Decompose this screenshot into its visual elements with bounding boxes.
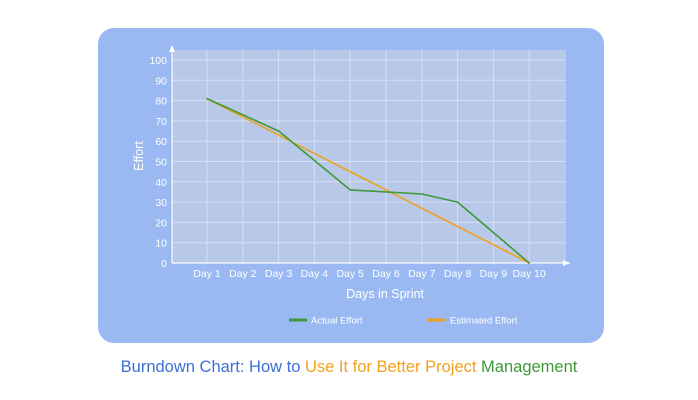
x-tick-label: Day 6 [372, 268, 400, 280]
y-axis-arrow [169, 45, 175, 52]
x-tick-label: Day 8 [444, 268, 472, 280]
legend: Actual Effort Estimated Effort [289, 316, 518, 327]
y-tick-label: 80 [155, 96, 167, 108]
axes [169, 45, 570, 266]
y-tick-label: 90 [155, 75, 167, 87]
y-tick-label: 20 [155, 217, 167, 229]
x-tick-label: Day 10 [513, 268, 546, 280]
y-tick-label: 40 [155, 177, 167, 189]
y-tick-label: 70 [155, 116, 167, 128]
actual-effort-line [206, 97, 531, 264]
x-axis-arrow [563, 260, 570, 266]
y-tick-label: 0 [161, 258, 167, 270]
caption-part-1: Burndown Chart: How to [120, 358, 305, 376]
estimated-effort-line [206, 97, 531, 264]
page-caption: Burndown Chart: How to Use It for Better… [0, 356, 698, 378]
x-tick-label: Day 5 [336, 268, 364, 280]
x-tick-label: Day 3 [265, 268, 293, 280]
y-tick-label: 10 [155, 238, 167, 250]
plot-area [172, 50, 566, 263]
x-axis-title: Days in Sprint [346, 287, 424, 301]
x-tick-label: Day 1 [193, 268, 221, 280]
x-tick-label: Day 2 [229, 268, 257, 280]
series-lines [206, 97, 531, 264]
x-tick-label: Day 4 [301, 268, 329, 280]
y-tick-label: 100 [149, 55, 167, 67]
caption-part-3: Management [481, 358, 578, 376]
grid-lines [172, 50, 566, 263]
y-tick-labels: 0 10 20 30 40 50 60 70 80 90 100 [149, 55, 167, 270]
x-tick-labels: Day 1 Day 2 Day 3 Day 4 Day 5 Day 6 Day 7 Day 8… [193, 268, 546, 280]
x-tick-label: Day 7 [408, 268, 436, 280]
caption-part-2: Use It for Better Project [304, 358, 482, 376]
y-tick-label: 50 [155, 157, 167, 169]
actual-effort-legend-label: Actual Effort [311, 316, 363, 327]
y-tick-label: 30 [155, 197, 167, 209]
x-tick-label: Day 9 [480, 268, 508, 280]
y-axis-title: Effort [132, 141, 146, 171]
y-tick-label: 60 [155, 136, 167, 148]
estimated-effort-legend-label: Estimated Effort [450, 316, 518, 327]
